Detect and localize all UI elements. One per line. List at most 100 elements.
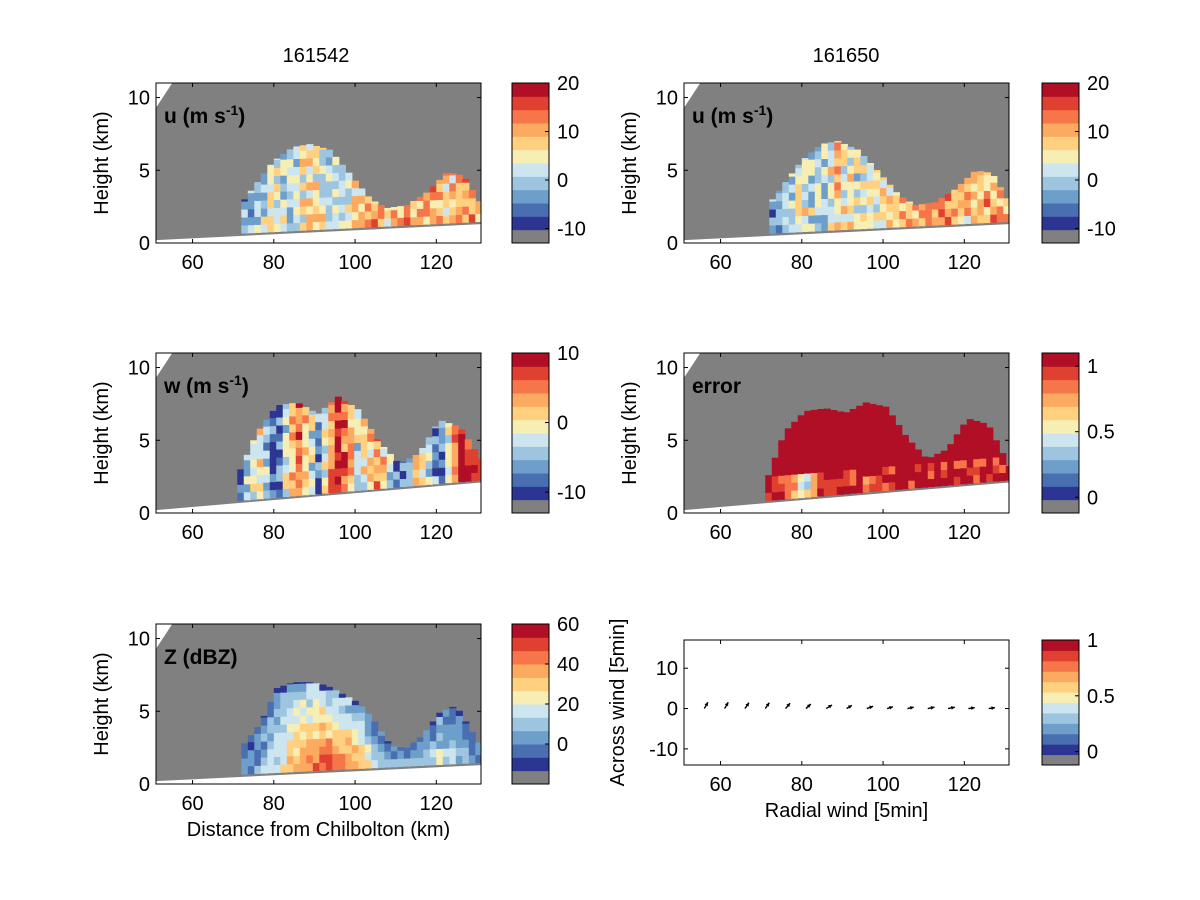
cloud-cell [319,706,327,715]
cloud-cell [321,477,329,486]
cloud-cell [358,760,366,769]
cloud-cell [390,207,398,211]
cloud-cell [293,755,301,765]
cloud-cell [367,441,375,450]
cloud-cell [328,428,336,438]
cloud-cell [347,410,355,420]
cloud-cell [791,442,799,451]
cloud-cell [866,220,874,229]
cloud-cell [964,215,972,224]
cloud-cell [306,144,314,151]
cloud-cell [306,754,314,764]
cloud-cell [351,203,359,213]
panel-label-main: u (m s [692,105,754,128]
cloud-cell [960,427,968,437]
cloud-cell [332,172,340,182]
cloud-cell [990,206,998,215]
cloud-cell [345,187,353,197]
cloud-cell [412,477,420,486]
cloud-cell [315,477,323,487]
cloud-cell [338,737,346,746]
cloud-cell [925,217,933,226]
cloud-cell [810,432,818,442]
cloud-cell [451,474,459,483]
cloud-cell [289,415,297,425]
cloud-cell [784,428,792,436]
cloud-cell [468,746,476,756]
cloud-cell [341,400,349,405]
cloud-cell [280,215,288,224]
cloud-cell [843,412,851,415]
colorbar-tick-label: 60 [557,614,579,636]
cloud-cell [312,213,320,223]
cloud-cell [423,741,431,750]
cloud-cell [892,194,900,204]
cloud-cell [840,165,848,175]
cloud-cell [289,455,297,465]
cloud-cell [243,475,251,485]
cloud-cell [373,456,381,466]
cloud-cell [951,208,959,217]
cloud-cell [364,713,372,721]
cloud-cell [927,470,935,480]
cloud-cell [276,424,284,434]
cloud-cell [312,205,320,215]
cloud-cell [918,217,926,227]
x-axis-label: Radial wind [5min] [765,800,928,822]
cloud-cell [856,476,864,486]
cloud-cell [801,199,809,208]
cloud-cell [944,193,952,201]
colorbar-segment [1042,109,1079,124]
cloud-cell [425,460,433,469]
colorbar-segment [1042,366,1079,381]
cloud-cell [319,738,327,747]
cloud-cell [830,446,838,456]
cloud-cell [273,191,281,200]
cloud-cell [996,187,1004,191]
cloud-cell [986,441,994,451]
cloud-cell [267,207,275,217]
cloud-cell [886,187,894,196]
y-tick-label: 10 [656,88,678,110]
wind-arrow-head [828,704,833,709]
cloud-cell [979,434,987,443]
below-beam-wedge [156,482,481,513]
cloud-cell [247,741,255,751]
cloud-cell [895,465,903,474]
cloud-cell [338,164,346,173]
cloud-cell [468,205,476,215]
cloud-cell [970,175,978,184]
cloud-cell [425,444,433,453]
cloud-cell [879,177,887,181]
cloud-cell [882,442,890,451]
cloud-cell [879,203,887,213]
cloud-cell [321,429,329,438]
cloud-cell [791,458,799,467]
cloud-cell [934,453,942,455]
cloud-cell [462,182,470,191]
cloud-cell [849,477,857,486]
cloud-cell [432,459,440,469]
cloud-cell [364,218,372,228]
cloud-cell [804,480,812,490]
cloud-cell [821,182,829,192]
cloud-cell [325,188,333,198]
cloud-cell [471,464,479,473]
cloud-cell [429,732,437,742]
cloud-cell [241,743,249,751]
cloud-cell [468,213,476,223]
cloud-cell [403,747,411,751]
cloud-cell [869,443,877,453]
cloud-cell [788,208,796,217]
cloud-cell [860,180,868,190]
cloud-cell [860,172,868,182]
cloud-cell [840,213,848,223]
cloud-cell [332,705,340,715]
cloud-cell [445,458,453,468]
cloud-cell [243,459,251,469]
cloud-cell [351,752,359,762]
cloud-cell [315,453,323,463]
colorbar-segment [512,393,549,407]
cloud-cell [247,224,255,234]
